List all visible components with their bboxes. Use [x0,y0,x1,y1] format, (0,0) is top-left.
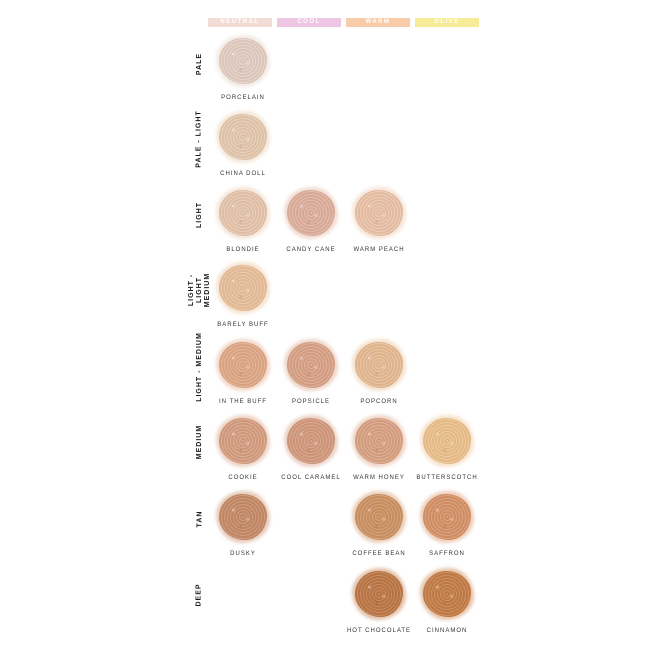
shade-porcelain[interactable]: PORCELAIN [209,34,277,108]
shade-warm-peach[interactable]: WARM PEACH [345,186,413,260]
powder-swatch [423,494,471,540]
powder-swatch [423,571,471,617]
shade-hot-chocolate[interactable]: HOT CHOCOLATE [345,567,413,641]
shade-name: BLONDIE [226,247,260,253]
row-label-light-medium: LIGHT - MEDIUM [196,332,204,402]
shade-cool-caramel[interactable]: COOL CARAMEL [277,414,345,488]
shade-name: PORCELAIN [221,95,265,101]
shade-name: HOT CHOCOLATE [346,628,412,634]
shade-name: COOKIE [228,475,258,481]
shade-name: DUSKY [230,551,256,557]
powder-swatch [219,418,267,464]
powder-swatch [219,342,267,388]
shade-name: SAFFRON [429,551,465,557]
shade-barely-buff[interactable]: BARELY BUFF [209,261,277,335]
column-header-olive: OLIVE [415,18,479,27]
shade-butterscotch[interactable]: BUTTERSCOTCH [413,414,481,488]
shade-name: POPCORN [360,399,398,405]
powder-swatch [355,571,403,617]
shade-name: CHINA DOLL [220,171,266,177]
shade-cinnamon[interactable]: CINNAMON [413,567,481,641]
row-label-pale: PALE [196,52,203,76]
shade-china-doll[interactable]: CHINA DOLL [209,110,277,184]
row-label-deep: DEEP [196,583,203,607]
shade-cookie[interactable]: COOKIE [209,414,277,488]
shade-warm-honey[interactable]: WARM HONEY [345,414,413,488]
shade-name: IN THE BUFF [219,399,267,405]
row-label-tan: TAN [196,510,203,528]
powder-swatch [355,418,403,464]
powder-swatch [355,494,403,540]
shade-saffron[interactable]: SAFFRON [413,490,481,564]
powder-swatch [287,418,335,464]
row-label-pale-light: PALE - LIGHT [196,110,203,168]
shade-name: WARM HONEY [353,475,405,481]
row-label-medium: MEDIUM [196,424,204,460]
shade-name: POPSICLE [291,399,330,405]
powder-swatch [219,265,267,311]
powder-swatch [219,190,267,236]
powder-swatch [219,114,267,160]
shade-dusky[interactable]: DUSKY [209,490,277,564]
shade-popsicle[interactable]: POPSICLE [277,338,345,412]
shade-name: BUTTERSCOTCH [416,475,478,481]
powder-swatch [287,342,335,388]
powder-swatch [287,190,335,236]
column-header-neutral: NEUTRAL [208,18,272,27]
powder-swatch [219,494,267,540]
shade-coffee-bean[interactable]: COFFEE BEAN [345,490,413,564]
shade-popcorn[interactable]: POPCORN [345,338,413,412]
shade-blondie[interactable]: BLONDIE [209,186,277,260]
powder-swatch [355,190,403,236]
shade-name: COOL CARAMEL [281,475,341,481]
row-label-light-light-medium: LIGHT - LIGHT MEDIUM [188,272,211,308]
row-label-light: LIGHT [196,202,203,228]
shade-name: WARM PEACH [353,247,405,253]
column-header-cool: COOL [277,18,341,27]
shade-in-the-buff[interactable]: IN THE BUFF [209,338,277,412]
shade-name: CINNAMON [426,628,468,634]
column-header-warm: WARM [346,18,410,27]
powder-swatch [355,342,403,388]
powder-swatch [219,38,267,84]
shade-candy-cane[interactable]: CANDY CANE [277,186,345,260]
shade-name: COFFEE BEAN [352,551,406,557]
powder-swatch [423,418,471,464]
shade-name: CANDY CANE [286,247,336,253]
shade-name: BARELY BUFF [217,322,269,328]
